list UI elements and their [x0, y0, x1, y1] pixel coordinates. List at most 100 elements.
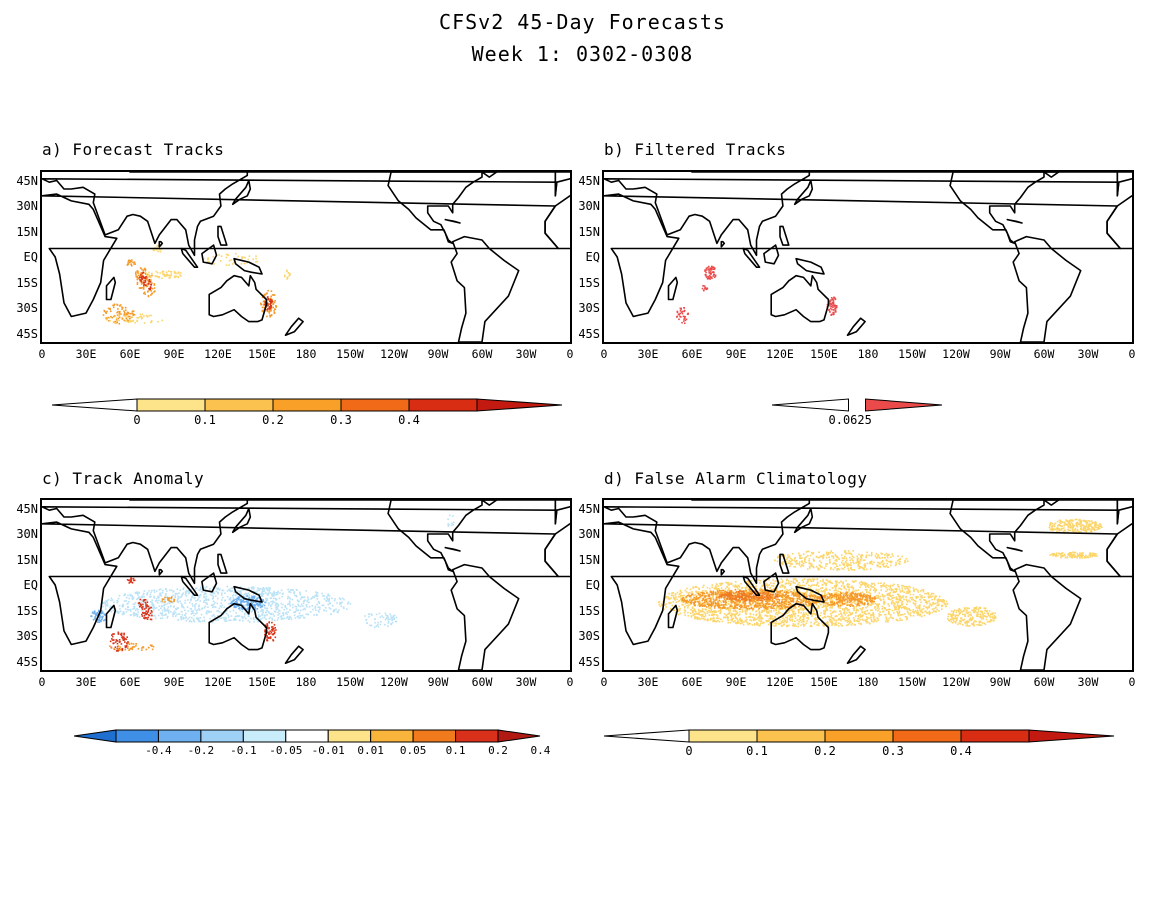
density-pixel [934, 610, 936, 613]
density-pixel [94, 616, 97, 618]
density-pixel [168, 602, 171, 605]
density-pixel [384, 618, 387, 621]
density-pixel [271, 628, 273, 631]
density-pixel [104, 604, 107, 606]
density-pixel [913, 599, 916, 602]
density-pixel [776, 604, 778, 607]
density-pixel [906, 586, 909, 588]
density-pixel [142, 280, 145, 282]
density-pixel [128, 597, 130, 600]
density-pixel [792, 623, 795, 625]
density-pixel [241, 615, 243, 618]
density-pixel [660, 604, 663, 606]
density-pixel [118, 316, 121, 319]
density-pixel [804, 624, 806, 626]
density-pixel [725, 581, 727, 584]
density-pixel [288, 274, 290, 277]
density-pixel [266, 609, 268, 612]
density-pixel [679, 310, 682, 312]
density-pixel [830, 303, 832, 305]
density-pixel [825, 578, 828, 581]
density-pixel [102, 605, 104, 608]
density-pixel [239, 586, 242, 588]
density-pixel [125, 646, 128, 648]
density-pixel [759, 588, 761, 590]
density-pixel [280, 602, 282, 605]
density-pixel [805, 582, 808, 585]
density-pixel [709, 611, 712, 613]
density-pixel [825, 587, 827, 590]
density-pixel [907, 611, 909, 614]
density-pixel [265, 607, 267, 610]
density-pixel [374, 621, 376, 624]
density-pixel [819, 580, 822, 582]
density-pixel [816, 582, 819, 584]
lat-tick-label: 30N [578, 199, 600, 213]
density-pixel [766, 610, 768, 613]
density-pixel [181, 595, 183, 597]
density-pixel [840, 603, 842, 605]
density-pixel [830, 614, 833, 617]
density-pixel [866, 590, 868, 593]
density-pixel [697, 591, 700, 593]
density-pixel [177, 276, 180, 278]
density-pixel [898, 610, 901, 613]
density-pixel [234, 606, 237, 609]
density-pixel [299, 593, 302, 596]
density-pixel [203, 619, 206, 622]
density-pixel [898, 595, 900, 598]
density-pixel [185, 612, 187, 615]
density-pixel [305, 604, 308, 606]
density-pixel [731, 619, 733, 622]
density-pixel [331, 597, 333, 600]
density-pixel [782, 592, 784, 595]
density-pixel [129, 312, 132, 315]
density-pixel [145, 617, 148, 619]
figure-subtitle: Week 1: 0302-0308 [471, 42, 694, 66]
density-pixel [137, 608, 139, 611]
density-pixel [276, 608, 279, 610]
density-pixel [288, 600, 291, 603]
density-pixel [702, 289, 705, 292]
density-pixel [705, 590, 708, 592]
density-pixel [867, 584, 870, 586]
density-pixel [731, 600, 734, 602]
density-pixel [369, 624, 371, 627]
density-pixel [929, 596, 931, 598]
density-pixel [389, 613, 391, 615]
density-pixel [889, 608, 891, 611]
density-pixel [766, 606, 769, 609]
density-pixel [806, 604, 809, 607]
density-pixel [807, 616, 809, 619]
density-pixel [689, 591, 691, 594]
density-pixel [197, 597, 200, 600]
density-pixel [112, 633, 114, 635]
density-pixel [832, 300, 835, 302]
density-pixel [900, 607, 903, 609]
density-pixel [703, 601, 706, 604]
density-pixel [930, 593, 932, 596]
density-pixel [127, 316, 129, 319]
density-pixel [706, 618, 709, 620]
density-pixel [775, 624, 777, 627]
density-pixel [313, 614, 315, 616]
density-pixel [242, 589, 245, 591]
density-pixel [816, 621, 818, 623]
density-pixel [788, 591, 790, 594]
density-pixel [213, 592, 216, 595]
density-pixel [776, 589, 779, 592]
density-pixel [848, 623, 851, 625]
density-pixel [901, 604, 903, 606]
density-pixel [704, 590, 706, 592]
density-pixel [905, 585, 908, 588]
density-pixel [257, 587, 259, 590]
density-pixel [788, 582, 790, 584]
density-pixel [906, 607, 908, 609]
density-pixel [281, 606, 283, 609]
density-pixel [668, 592, 670, 595]
density-pixel [887, 608, 890, 611]
density-pixel [172, 612, 175, 614]
density-pixel [908, 585, 910, 588]
density-pixel [744, 609, 747, 611]
density-pixel [840, 619, 842, 622]
